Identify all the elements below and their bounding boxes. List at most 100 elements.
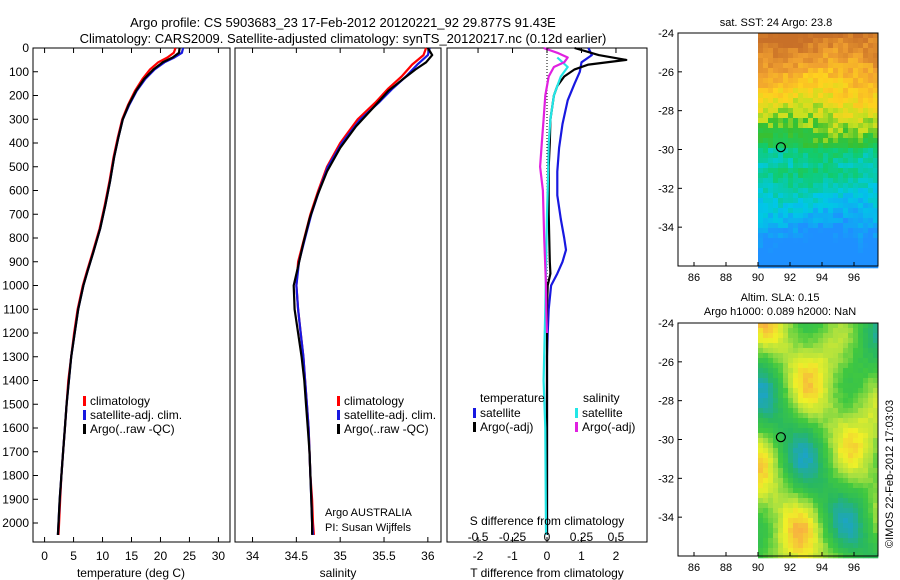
- heatmap-cell: [853, 453, 859, 459]
- heatmap-cell: [788, 33, 794, 39]
- heatmap-cell: [768, 363, 774, 369]
- heatmap-cell: [793, 83, 799, 89]
- heatmap-cell: [763, 258, 769, 264]
- heatmap-cell: [823, 323, 829, 329]
- heatmap-cell: [798, 348, 804, 354]
- heatmap-cell: [858, 518, 864, 524]
- heatmap-cell: [868, 193, 874, 199]
- heatmap-cell: [803, 93, 809, 99]
- heatmap-cell: [873, 68, 879, 74]
- heatmap-cell: [788, 118, 794, 124]
- heatmap-cell: [873, 368, 879, 374]
- heatmap-cell: [863, 398, 869, 404]
- heatmap-cell: [853, 118, 859, 124]
- heatmap-cell: [858, 43, 864, 49]
- heatmap-cell: [853, 513, 859, 519]
- heatmap-cell: [848, 48, 854, 54]
- heatmap-cell: [868, 148, 874, 154]
- heatmap-cell: [828, 98, 834, 104]
- heatmap-cell: [798, 158, 804, 164]
- heatmap-cell: [823, 543, 829, 549]
- heatmap-cell: [813, 93, 819, 99]
- heatmap-cell: [858, 323, 864, 329]
- heatmap-cell: [853, 248, 859, 254]
- heatmap-cell: [788, 233, 794, 239]
- legend-label: Argo(-adj): [582, 420, 635, 434]
- heatmap-cell: [793, 338, 799, 344]
- heatmap-cell: [853, 133, 859, 139]
- heatmap-cell: [838, 253, 844, 259]
- heatmap-cell: [808, 418, 814, 424]
- heatmap-cell: [793, 108, 799, 114]
- heatmap-cell: [863, 418, 869, 424]
- heatmap-cell: [868, 93, 874, 99]
- heatmap-cell: [798, 433, 804, 439]
- heatmap-cell: [868, 398, 874, 404]
- heatmap-cell: [853, 178, 859, 184]
- heatmap-cell: [863, 478, 869, 484]
- heatmap-cell: [768, 343, 774, 349]
- heatmap-cell: [793, 358, 799, 364]
- heatmap-cell: [828, 483, 834, 489]
- heatmap-cell: [818, 538, 824, 544]
- heatmap-cell: [853, 188, 859, 194]
- heatmap-cell: [873, 438, 879, 444]
- ytick-label: 1300: [2, 350, 29, 364]
- heatmap-cell: [768, 413, 774, 419]
- heatmap-cell: [828, 458, 834, 464]
- series-line-satellite-adj-clim-: [56, 47, 185, 535]
- heatmap-cell: [823, 203, 829, 209]
- heatmap-cell: [838, 68, 844, 74]
- heatmap-cell: [843, 538, 849, 544]
- heatmap-cell: [798, 398, 804, 404]
- heatmap-cell: [793, 343, 799, 349]
- heatmap-cell: [803, 128, 809, 134]
- heatmap-cell: [758, 78, 764, 84]
- sst-float-marker: [775, 142, 786, 153]
- heatmap-cell: [808, 53, 814, 59]
- sla-heatmap: [758, 323, 879, 559]
- heatmap-cell: [773, 523, 779, 529]
- heatmap-cell: [763, 78, 769, 84]
- heatmap-cell: [823, 528, 829, 534]
- heatmap-cell: [833, 163, 839, 169]
- heatmap-cell: [868, 483, 874, 489]
- heatmap-cell: [863, 523, 869, 529]
- heatmap-cell: [823, 218, 829, 224]
- heatmap-cell: [838, 38, 844, 44]
- heatmap-cell: [803, 248, 809, 254]
- heatmap-cell: [758, 178, 764, 184]
- heatmap-cell: [873, 403, 879, 409]
- heatmap-cell: [838, 88, 844, 94]
- heatmap-cell: [768, 533, 774, 539]
- heatmap-cell: [868, 338, 874, 344]
- heatmap-cell: [758, 383, 764, 389]
- heatmap-cell: [873, 393, 879, 399]
- heatmap-cell: [823, 368, 829, 374]
- heatmap-cell: [823, 223, 829, 229]
- heatmap-cell: [793, 448, 799, 454]
- heatmap-cell: [838, 363, 844, 369]
- heatmap-cell: [833, 128, 839, 134]
- legend-swatch: [83, 410, 86, 420]
- heatmap-cell: [833, 223, 839, 229]
- heatmap-cell: [763, 463, 769, 469]
- heatmap-cell: [813, 238, 819, 244]
- heatmap-cell: [818, 43, 824, 49]
- salinity-xlabel: salinity: [320, 566, 357, 580]
- heatmap-cell: [803, 478, 809, 484]
- heatmap-cell: [798, 423, 804, 429]
- heatmap-cell: [813, 38, 819, 44]
- heatmap-cell: [843, 388, 849, 394]
- heatmap-cell: [818, 433, 824, 439]
- heatmap-cell: [843, 108, 849, 114]
- heatmap-cell: [758, 503, 764, 509]
- heatmap-cell: [758, 528, 764, 534]
- heatmap-cell: [848, 133, 854, 139]
- heatmap-cell: [783, 33, 789, 39]
- heatmap-cell: [793, 123, 799, 129]
- heatmap-cell: [848, 433, 854, 439]
- heatmap-cell: [873, 358, 879, 364]
- heatmap-cell: [793, 98, 799, 104]
- heatmap-cell: [863, 153, 869, 159]
